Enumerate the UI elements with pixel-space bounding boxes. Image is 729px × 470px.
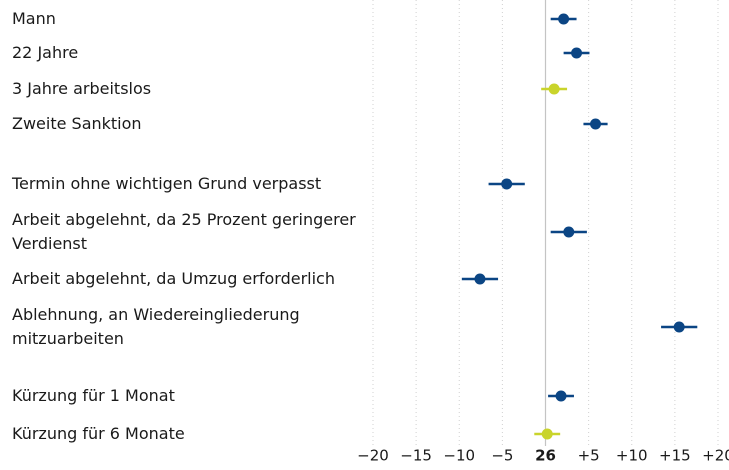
category-label: Termin ohne wichtigen Grund verpasst — [12, 174, 322, 193]
point — [590, 118, 602, 130]
point — [558, 13, 570, 25]
category-label: Mann — [12, 9, 56, 28]
point — [548, 83, 560, 95]
category-label: Kürzung für 1 Monat — [12, 386, 175, 405]
x-tick-label: −5 — [491, 447, 513, 465]
x-tick-label: −20 — [357, 447, 389, 465]
category-label: Zweite Sanktion — [12, 114, 142, 133]
category-label: Arbeit abgelehnt, da Umzug erforderlich — [12, 269, 335, 288]
x-tick-label: +5 — [578, 447, 600, 465]
category-label: Ablehnung, an Wiedereingliederung mitzua… — [12, 305, 300, 348]
point — [673, 321, 685, 333]
category-label: 3 Jahre arbeitslos — [12, 79, 152, 98]
point — [555, 390, 567, 402]
category-label: Arbeit abgelehnt, da 25 Prozent geringer… — [12, 210, 356, 253]
category-label: Kürzung für 6 Monate — [12, 424, 185, 443]
x-tick-label: −15 — [400, 447, 432, 465]
x-tick-label: +20 — [702, 447, 729, 465]
x-tick-label: −10 — [443, 447, 475, 465]
point — [501, 178, 513, 190]
point — [563, 226, 575, 238]
x-tick-label: +10 — [616, 447, 648, 465]
point — [571, 47, 583, 59]
point — [474, 273, 486, 285]
category-label: 22 Jahre — [12, 43, 79, 62]
x-tick-label: +15 — [659, 447, 691, 465]
point — [541, 428, 553, 440]
x-tick-label: 26 — [535, 447, 556, 465]
